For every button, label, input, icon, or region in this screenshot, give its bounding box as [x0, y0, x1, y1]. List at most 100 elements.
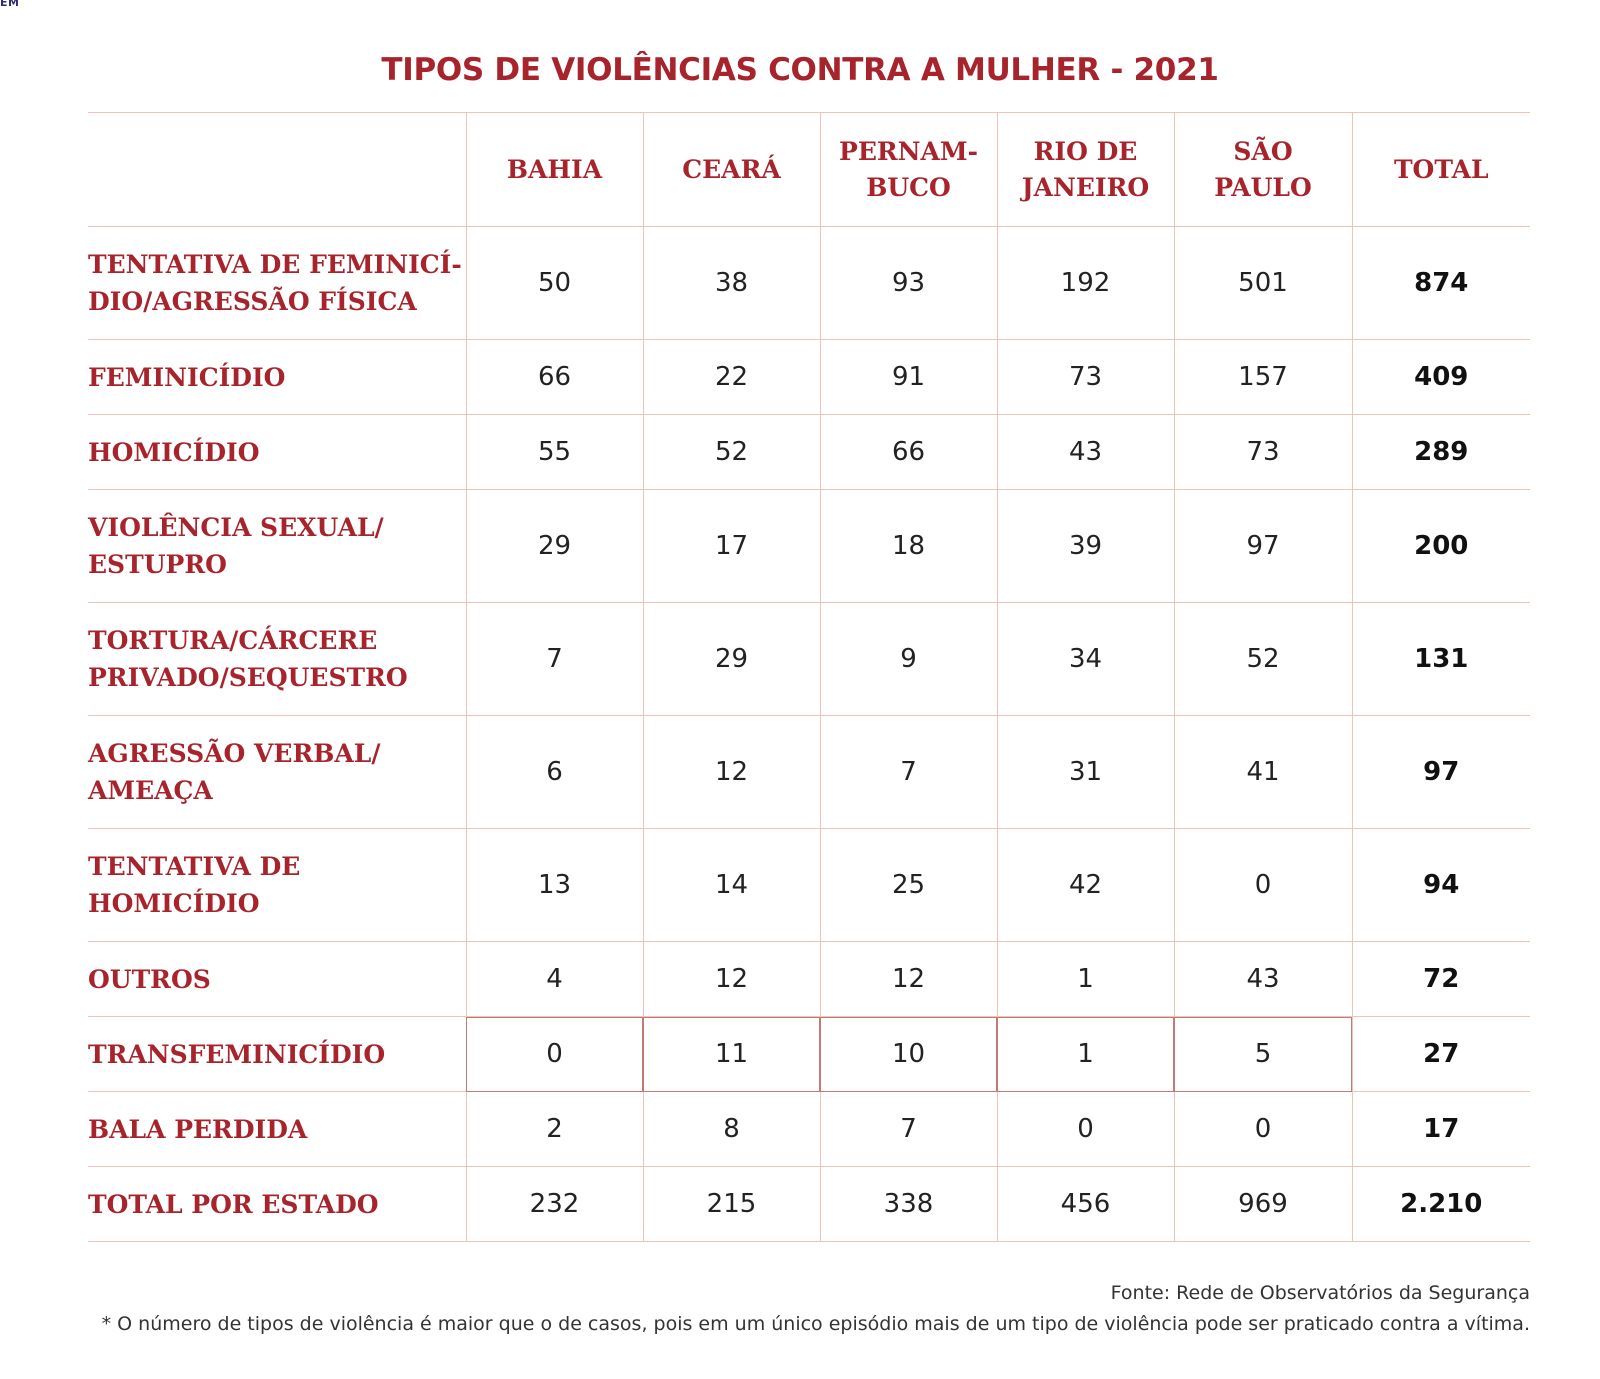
header-row: BAHIA CEARÁ PERNAM- BUCO RIO DE JANEIRO …	[88, 112, 1530, 227]
cell-value: 91	[819, 339, 997, 415]
cell-value: 7	[819, 1091, 997, 1167]
footnote: * O número de tipos de violência é maior…	[101, 1313, 1530, 1335]
column-header-sao-paulo: SÃO PAULO	[1173, 112, 1352, 227]
column-header-bahia: BAHIA	[465, 112, 643, 227]
column-header-total: TOTAL	[1351, 112, 1530, 227]
grand-total: 2.210	[1351, 1166, 1530, 1242]
cell-value: 43	[1173, 941, 1352, 1017]
cell-value: 6	[465, 715, 643, 829]
row-total: 200	[1351, 489, 1530, 603]
cell-value: 97	[1173, 489, 1352, 603]
table-row: AGRESSÃO VERBAL/ AMEAÇA 6 12 7 31 41 97	[88, 715, 1530, 829]
table-row: TENTATIVA DE HOMICÍDIO 13 14 25 42 0 94	[88, 828, 1530, 942]
table-row: BALA PERDIDA 2 8 7 0 0 17	[88, 1091, 1530, 1167]
table-row: HOMICÍDIO 55 52 66 43 73 289	[88, 414, 1530, 490]
cell-value: 73	[996, 339, 1174, 415]
cell-value: 41	[1173, 715, 1352, 829]
violence-table: BAHIA CEARÁ PERNAM- BUCO RIO DE JANEIRO …	[88, 112, 1530, 1242]
row-label: TENTATIVA DE HOMICÍDIO	[88, 828, 466, 942]
row-total: 289	[1351, 414, 1530, 490]
cell-value: 232	[465, 1166, 643, 1242]
row-total: 94	[1351, 828, 1530, 942]
cell-value: 13	[465, 828, 643, 942]
column-header-ceara: CEARÁ	[642, 112, 820, 227]
cell-value: 17	[642, 489, 820, 603]
cell-value: 29	[465, 489, 643, 603]
cell-value: 66	[465, 339, 643, 415]
row-label: OUTROS	[88, 941, 466, 1017]
table-row-highlighted: TRANSFEMINICÍDIO 0 11 10 1 5 27	[88, 1016, 1530, 1092]
cell-value: 12	[642, 941, 820, 1017]
cell-value: 18	[819, 489, 997, 603]
cell-value: 456	[996, 1166, 1174, 1242]
cell-value: 0	[1173, 1091, 1352, 1167]
cell-value: 29	[642, 602, 820, 716]
cell-value: 215	[642, 1166, 820, 1242]
cell-value: 38	[642, 226, 820, 340]
cell-value: 55	[465, 414, 643, 490]
table-row: TENTATIVA DE FEMINICÍ- DIO/AGRESSÃO FÍSI…	[88, 226, 1530, 340]
column-header-pernambuco: PERNAM- BUCO	[819, 112, 997, 227]
cell-value: 66	[819, 414, 997, 490]
cell-value: 34	[996, 602, 1174, 716]
cell-value: 50	[465, 226, 643, 340]
table-row-state-totals: TOTAL POR ESTADO 232 215 338 456 969 2.2…	[88, 1166, 1530, 1242]
cell-value: 52	[642, 414, 820, 490]
cell-value: 192	[996, 226, 1174, 340]
row-total: 27	[1351, 1016, 1530, 1092]
row-label: TENTATIVA DE FEMINICÍ- DIO/AGRESSÃO FÍSI…	[88, 226, 466, 340]
cell-value: 969	[1173, 1166, 1352, 1242]
row-label: AGRESSÃO VERBAL/ AMEAÇA	[88, 715, 466, 829]
cell-value: 52	[1173, 602, 1352, 716]
cell-value: 42	[996, 828, 1174, 942]
cell-value: 43	[996, 414, 1174, 490]
cell-value: 10	[819, 1016, 997, 1092]
row-label: TOTAL POR ESTADO	[88, 1166, 466, 1242]
cell-value: 1	[996, 941, 1174, 1017]
cell-value: 338	[819, 1166, 997, 1242]
row-total: 131	[1351, 602, 1530, 716]
row-label: VIOLÊNCIA SEXUAL/ ESTUPRO	[88, 489, 466, 603]
row-label: TORTURA/CÁRCERE PRIVADO/SEQUESTRO	[88, 602, 466, 716]
cell-value: 501	[1173, 226, 1352, 340]
table-row: VIOLÊNCIA SEXUAL/ ESTUPRO 29 17 18 39 97…	[88, 489, 1530, 603]
row-total: 97	[1351, 715, 1530, 829]
cell-value: 14	[642, 828, 820, 942]
table-row: FEMINICÍDIO 66 22 91 73 157 409	[88, 339, 1530, 415]
cell-value: 0	[1173, 828, 1352, 942]
cell-value: 7	[465, 602, 643, 716]
cell-value: 12	[642, 715, 820, 829]
cell-value: 8	[642, 1091, 820, 1167]
cell-value: 93	[819, 226, 997, 340]
source-note: Fonte: Rede de Observatórios da Seguranç…	[1110, 1282, 1530, 1304]
table-row: TORTURA/CÁRCERE PRIVADO/SEQUESTRO 7 29 9…	[88, 602, 1530, 716]
table-row: OUTROS 4 12 12 1 43 72	[88, 941, 1530, 1017]
cell-value: 11	[642, 1016, 820, 1092]
cell-value: 9	[819, 602, 997, 716]
row-label: HOMICÍDIO	[88, 414, 466, 490]
cell-value: 31	[996, 715, 1174, 829]
cell-value: 5	[1173, 1016, 1352, 1092]
column-header-rio-de-janeiro: RIO DE JANEIRO	[996, 112, 1174, 227]
cell-value: 22	[642, 339, 820, 415]
header-corner-cell	[88, 112, 466, 227]
row-label: FEMINICÍDIO	[88, 339, 466, 415]
row-total: 17	[1351, 1091, 1530, 1167]
cell-value: 4	[465, 941, 643, 1017]
cell-value: 0	[996, 1091, 1174, 1167]
cell-value: 73	[1173, 414, 1352, 490]
cell-value: 157	[1173, 339, 1352, 415]
row-total: 874	[1351, 226, 1530, 340]
cell-value: 1	[996, 1016, 1174, 1092]
table-title: TIPOS DE VIOLÊNCIAS CONTRA A MULHER - 20…	[381, 52, 1219, 88]
cell-value: 7	[819, 715, 997, 829]
row-label: BALA PERDIDA	[88, 1091, 466, 1167]
cell-value: 0	[465, 1016, 643, 1092]
cell-value: 39	[996, 489, 1174, 603]
corner-mark: EM	[0, 0, 20, 9]
cell-value: 25	[819, 828, 997, 942]
cell-value: 2	[465, 1091, 643, 1167]
row-total: 409	[1351, 339, 1530, 415]
cell-value: 12	[819, 941, 997, 1017]
row-label: TRANSFEMINICÍDIO	[88, 1016, 466, 1092]
